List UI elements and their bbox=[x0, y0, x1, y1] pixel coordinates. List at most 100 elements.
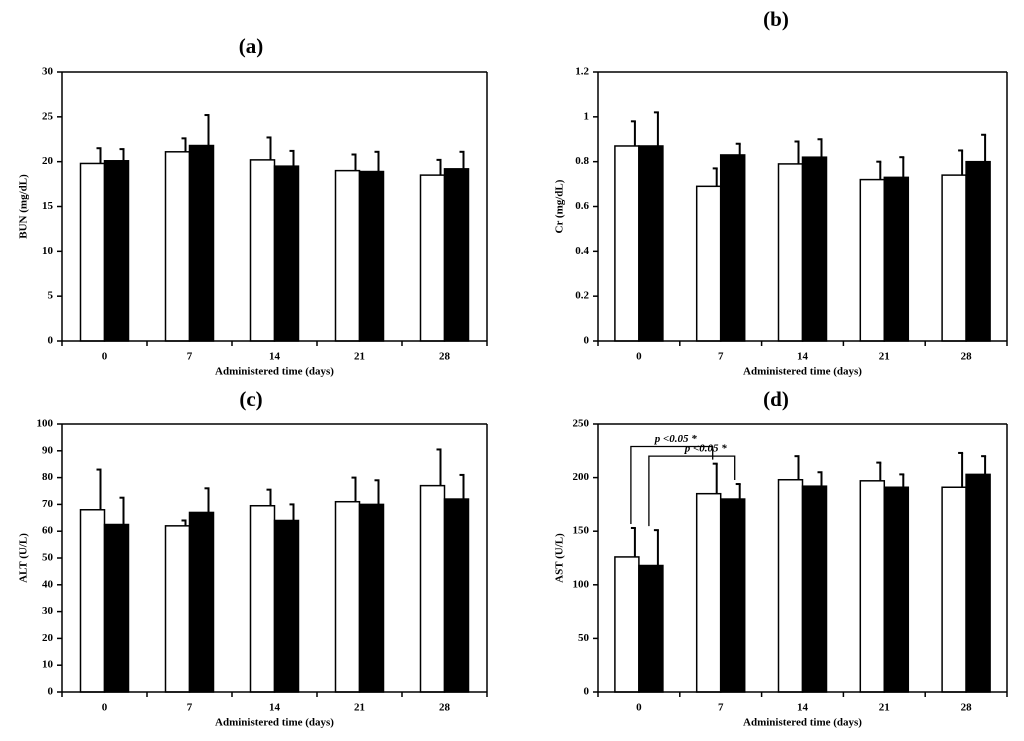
x-axis-title: Administered time (days) bbox=[743, 717, 862, 729]
y-tick-label: 40 bbox=[42, 578, 54, 590]
y-tick-label: 60 bbox=[42, 525, 54, 537]
bar-series1-cat-7 bbox=[164, 151, 191, 342]
x-tick-label: 14 bbox=[269, 351, 281, 363]
bar-series2-cat-28 bbox=[443, 168, 470, 342]
significance-bracket bbox=[648, 455, 736, 527]
x-axis-title: Administered time (days) bbox=[215, 717, 334, 729]
bar-series2-cat-28 bbox=[965, 160, 991, 342]
panel-label: (a) bbox=[239, 34, 264, 58]
bar-series2-cat-14 bbox=[801, 485, 828, 693]
y-tick-label: 70 bbox=[42, 498, 54, 510]
x-axis-title: Administered time (days) bbox=[215, 366, 334, 378]
y-tick-label: 250 bbox=[573, 418, 590, 430]
bar-series1-cat-21 bbox=[334, 500, 361, 693]
bar-series2-cat-21 bbox=[883, 486, 910, 693]
y-tick-label: 0 bbox=[584, 335, 590, 347]
bar-series1-cat-0 bbox=[79, 162, 106, 342]
x-tick-label: 21 bbox=[879, 351, 890, 363]
y-tick-label: 10 bbox=[42, 245, 54, 257]
y-tick-label: 5 bbox=[48, 290, 54, 302]
panel-3: (c) 0 10 20 30 40 50 60 70 80 90 100 0 7 14 21 28 Adminis… bbox=[18, 387, 488, 729]
bar-series2-cat-28 bbox=[965, 473, 991, 693]
bar-series1-cat-0 bbox=[79, 509, 106, 693]
bar-series2-cat-21 bbox=[883, 176, 910, 342]
bar-series1-cat-7 bbox=[164, 525, 191, 693]
y-axis-title: BUN (mg/dL) bbox=[18, 174, 30, 239]
panel-label: (c) bbox=[239, 387, 262, 411]
y-tick-label: 100 bbox=[573, 578, 590, 590]
x-axis-title: Administered time (days) bbox=[743, 366, 862, 378]
bar-series2-cat-21 bbox=[358, 170, 385, 342]
bar-series1-cat-28 bbox=[419, 174, 446, 342]
y-tick-label: 0 bbox=[584, 686, 590, 698]
bar-series2-cat-7 bbox=[188, 144, 215, 342]
x-tick-label: 28 bbox=[961, 702, 973, 714]
bar-series1-cat-7 bbox=[695, 492, 722, 693]
bar-series2-cat-7 bbox=[719, 154, 746, 342]
y-tick-label: 20 bbox=[42, 155, 54, 167]
bar-series2-cat-14 bbox=[273, 165, 300, 342]
y-tick-label: 90 bbox=[42, 444, 54, 456]
y-tick-label: 10 bbox=[42, 659, 54, 671]
bar-series1-cat-7 bbox=[695, 185, 722, 342]
bar-series1-cat-0 bbox=[614, 556, 640, 693]
x-tick-label: 28 bbox=[961, 351, 973, 363]
x-tick-label: 0 bbox=[636, 702, 642, 714]
bar-series1-cat-28 bbox=[941, 174, 967, 342]
y-axis-title: ALT (U/L) bbox=[18, 533, 30, 583]
x-tick-label: 28 bbox=[439, 702, 451, 714]
y-tick-label: 200 bbox=[573, 471, 590, 483]
y-tick-label: 80 bbox=[42, 471, 54, 483]
x-tick-label: 7 bbox=[718, 351, 724, 363]
bar-series1-cat-14 bbox=[249, 159, 276, 342]
y-axis-title: AST (U/L) bbox=[554, 533, 566, 583]
bar-series2-cat-0 bbox=[638, 564, 664, 693]
bar-series2-cat-0 bbox=[638, 145, 664, 342]
y-tick-label: 30 bbox=[42, 66, 54, 78]
x-tick-label: 14 bbox=[269, 702, 281, 714]
x-tick-label: 14 bbox=[797, 351, 809, 363]
x-tick-label: 7 bbox=[187, 351, 193, 363]
y-tick-label: 0 bbox=[48, 335, 54, 347]
y-tick-label: 1 bbox=[584, 110, 590, 122]
bar-series1-cat-0 bbox=[614, 145, 640, 342]
bar-series1-cat-14 bbox=[777, 163, 804, 342]
bar-series2-cat-28 bbox=[443, 498, 470, 693]
y-tick-label: 0.8 bbox=[575, 155, 589, 167]
x-tick-label: 7 bbox=[718, 702, 724, 714]
y-tick-label: 100 bbox=[37, 418, 54, 430]
y-tick-label: 150 bbox=[573, 525, 590, 537]
y-tick-label: 20 bbox=[42, 632, 54, 644]
y-axis-title: Cr (mg/dL) bbox=[554, 179, 566, 233]
bar-series2-cat-7 bbox=[188, 511, 215, 693]
y-tick-label: 50 bbox=[578, 632, 590, 644]
bar-series1-cat-14 bbox=[249, 504, 276, 693]
bar-series2-cat-0 bbox=[103, 160, 130, 342]
x-tick-label: 21 bbox=[354, 351, 365, 363]
bar-series1-cat-21 bbox=[334, 169, 361, 342]
bar-series1-cat-28 bbox=[941, 486, 967, 693]
y-tick-label: 1.2 bbox=[575, 66, 589, 78]
x-tick-label: 7 bbox=[187, 702, 193, 714]
panel-4: (d) 0 50 100 150 200 250 0 7 14 21 28 Administered t… bbox=[554, 387, 1008, 729]
bar-series1-cat-21 bbox=[859, 178, 886, 342]
y-tick-label: 15 bbox=[42, 200, 54, 212]
bar-series2-cat-21 bbox=[358, 503, 385, 693]
bar-series2-cat-14 bbox=[273, 519, 300, 693]
y-tick-label: 25 bbox=[42, 110, 54, 122]
y-tick-label: 0 bbox=[48, 686, 54, 698]
x-tick-label: 14 bbox=[797, 702, 809, 714]
significance-label: p <0.05 * bbox=[654, 433, 698, 445]
significance-bracket bbox=[630, 445, 714, 524]
x-tick-label: 0 bbox=[636, 351, 642, 363]
bar-series2-cat-0 bbox=[103, 523, 130, 693]
panel-2: (b) 0 0.2 0.4 0.6 0.8 1 1.2 0 7 14 21 28 Administered… bbox=[554, 7, 1008, 378]
bar-series1-cat-28 bbox=[419, 484, 446, 693]
y-tick-label: 0.2 bbox=[575, 290, 589, 302]
bar-series1-cat-21 bbox=[859, 480, 886, 693]
panel-label: (d) bbox=[763, 387, 789, 411]
y-tick-label: 0.4 bbox=[575, 245, 589, 257]
y-tick-label: 30 bbox=[42, 605, 54, 617]
x-tick-label: 28 bbox=[439, 351, 451, 363]
